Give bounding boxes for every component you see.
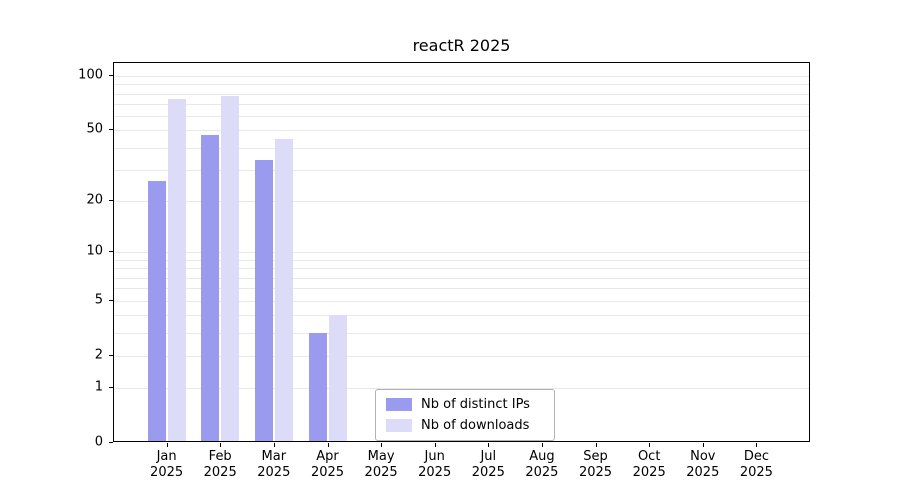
- x-tick-year: 2025: [364, 465, 398, 480]
- x-tick-mark: [273, 443, 275, 447]
- y-tick-mark: [109, 442, 113, 443]
- gridline: [114, 93, 809, 95]
- y-tick-label: 2: [94, 347, 103, 363]
- gridline: [114, 200, 809, 202]
- y-tick-label: 10: [86, 243, 103, 259]
- x-tick-year: 2025: [150, 465, 184, 480]
- gridline: [114, 315, 809, 316]
- y-tick-label: 1: [94, 379, 103, 395]
- x-tick-year: 2025: [525, 465, 559, 480]
- x-tick-label: Oct 2025: [618, 449, 680, 481]
- x-tick-year: 2025: [739, 465, 773, 480]
- x-tick-label: Jan 2025: [136, 449, 198, 481]
- gridline: [114, 288, 809, 290]
- y-tick-label: 100: [78, 67, 103, 83]
- x-tick-month: Nov: [690, 449, 716, 464]
- y-tick-label: 20: [86, 192, 103, 208]
- x-tick-month: Apr: [316, 449, 339, 464]
- gridline: [114, 252, 809, 254]
- gridline: [114, 130, 809, 132]
- x-tick-label: Jul 2025: [457, 449, 519, 481]
- x-tick-label: Feb 2025: [189, 449, 251, 481]
- x-tick-label: Dec 2025: [725, 449, 787, 481]
- x-tick-mark: [756, 443, 758, 447]
- x-tick-label: Nov 2025: [672, 449, 734, 481]
- bar-distinct-ips: [254, 160, 273, 441]
- x-tick-year: 2025: [578, 465, 613, 480]
- x-tick-mark: [434, 443, 436, 447]
- bar-distinct-ips: [201, 135, 220, 441]
- bar-downloads: [274, 138, 293, 441]
- x-tick-year: 2025: [686, 465, 720, 480]
- x-tick-month: Sep: [583, 449, 608, 464]
- x-tick-mark: [220, 443, 222, 447]
- legend-swatch: [386, 419, 412, 432]
- x-tick-label: Apr 2025: [297, 449, 359, 481]
- legend-label: Nb of downloads: [421, 418, 530, 433]
- x-tick-month: Aug: [529, 449, 555, 464]
- y-tick-label: 50: [86, 121, 103, 137]
- x-tick-mark: [488, 443, 490, 447]
- bar-distinct-ips: [147, 180, 166, 441]
- y-tick-label: 5: [94, 292, 103, 307]
- gridline: [114, 355, 809, 357]
- bar-downloads: [167, 98, 186, 441]
- gridline: [114, 332, 809, 334]
- gridline: [114, 300, 809, 302]
- gridline: [114, 76, 809, 77]
- legend: Nb of distinct IPs Nb of downloads: [375, 389, 555, 441]
- x-tick-label: Mar 2025: [243, 449, 305, 481]
- chart-title: reactR 2025: [412, 36, 511, 55]
- bar-downloads: [221, 95, 240, 441]
- plot-area: [113, 62, 810, 442]
- x-tick-year: 2025: [632, 465, 666, 480]
- gridline: [114, 259, 809, 261]
- x-tick-mark: [649, 443, 651, 447]
- x-tick-month: Jul: [480, 449, 497, 464]
- x-tick-mark: [381, 443, 383, 447]
- bar-distinct-ips: [308, 332, 327, 441]
- x-tick-mark: [166, 443, 168, 447]
- legend-label: Nb of distinct IPs: [421, 397, 530, 412]
- gridline: [114, 147, 809, 149]
- bar-downloads: [328, 315, 347, 441]
- x-tick-year: 2025: [310, 465, 345, 480]
- gridline: [114, 268, 809, 270]
- x-tick-month: Mar: [261, 449, 287, 464]
- x-tick-label: May 2025: [350, 449, 412, 481]
- gridline: [114, 116, 809, 118]
- gridline: [114, 104, 809, 105]
- x-tick-year: 2025: [203, 465, 237, 480]
- gridline: [114, 387, 809, 389]
- x-tick-month: Oct: [637, 449, 661, 464]
- x-tick-mark: [541, 443, 543, 447]
- x-tick-label: Sep 2025: [565, 449, 627, 481]
- x-tick-mark: [702, 443, 704, 447]
- x-tick-mark: [327, 443, 329, 447]
- gridline: [114, 169, 809, 171]
- x-tick-year: 2025: [471, 465, 505, 480]
- x-tick-mark: [595, 443, 597, 447]
- gridline: [114, 84, 809, 86]
- x-tick-year: 2025: [257, 465, 291, 480]
- x-tick-month: Feb: [208, 449, 232, 464]
- x-tick-month: Jan: [156, 449, 177, 464]
- gridline: [114, 277, 809, 279]
- y-tick-label: 0: [94, 434, 103, 450]
- legend-entry: Nb of downloads: [386, 418, 544, 433]
- x-tick-label: Jun 2025: [404, 449, 466, 481]
- x-tick-month: Dec: [743, 449, 769, 464]
- legend-swatch: [386, 398, 412, 411]
- x-tick-year: 2025: [418, 465, 452, 480]
- x-tick-month: May: [367, 449, 395, 464]
- legend-entry: Nb of distinct IPs: [386, 397, 544, 412]
- x-tick-month: Jun: [424, 449, 445, 464]
- x-tick-label: Aug 2025: [511, 449, 573, 481]
